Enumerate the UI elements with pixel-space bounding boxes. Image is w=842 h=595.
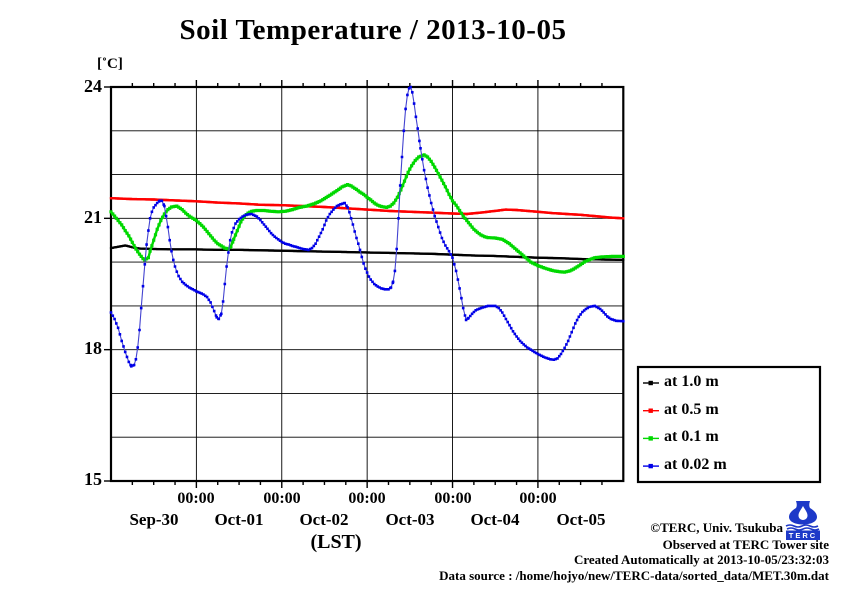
x-tick-0000-5: 00:00 bbox=[519, 490, 557, 507]
terc-logo-text: TERC bbox=[789, 531, 817, 540]
footer-created: Created Automatically at 2013-10-05/23:3… bbox=[573, 552, 829, 567]
y-tick-15: 15 bbox=[84, 469, 102, 489]
terc-logo-drop bbox=[798, 506, 808, 520]
legend-label-1.0m: at 1.0 m bbox=[664, 373, 719, 390]
day-label-oct01: Oct-01 bbox=[214, 510, 264, 529]
y-tick-18: 18 bbox=[84, 338, 102, 358]
x-tick-0000-2: 00:00 bbox=[263, 490, 301, 507]
x-tick-0000-4: 00:00 bbox=[434, 490, 472, 507]
terc-logo-band bbox=[786, 530, 820, 540]
day-label-sep30: Sep-30 bbox=[129, 510, 179, 529]
x-tick-0000-1: 00:00 bbox=[177, 490, 215, 507]
terc-logo-waves bbox=[785, 524, 820, 531]
y-tick-21: 21 bbox=[84, 207, 102, 227]
y-tick-24: 24 bbox=[84, 76, 102, 96]
footer-data-source: Data source : /home/hojyo/new/TERC-data/… bbox=[439, 568, 829, 583]
legend-label-0.1m: at 0.1 m bbox=[664, 428, 719, 445]
day-label-oct04: Oct-04 bbox=[470, 510, 520, 529]
legend-label-0.5m: at 0.5 m bbox=[664, 401, 719, 418]
plot-graphics bbox=[104, 80, 822, 488]
chart-title: Soil Temperature / 2013-10-05 bbox=[179, 14, 567, 46]
day-label-oct03: Oct-03 bbox=[385, 510, 435, 529]
footer-observed: Observed at TERC Tower site bbox=[662, 537, 829, 552]
y-axis-unit-label: [˚C] bbox=[97, 56, 123, 72]
day-label-oct02: Oct-02 bbox=[299, 510, 349, 529]
footer-credit: ©TERC, Univ. Tsukuba bbox=[650, 520, 783, 535]
legend-label-0.02m: at 0.02 m bbox=[664, 456, 727, 473]
terc-logo: TERC bbox=[785, 501, 820, 540]
x-axis-label: (LST) bbox=[310, 531, 362, 553]
x-tick-0000-3: 00:00 bbox=[348, 490, 386, 507]
day-label-oct05: Oct-05 bbox=[556, 510, 606, 529]
